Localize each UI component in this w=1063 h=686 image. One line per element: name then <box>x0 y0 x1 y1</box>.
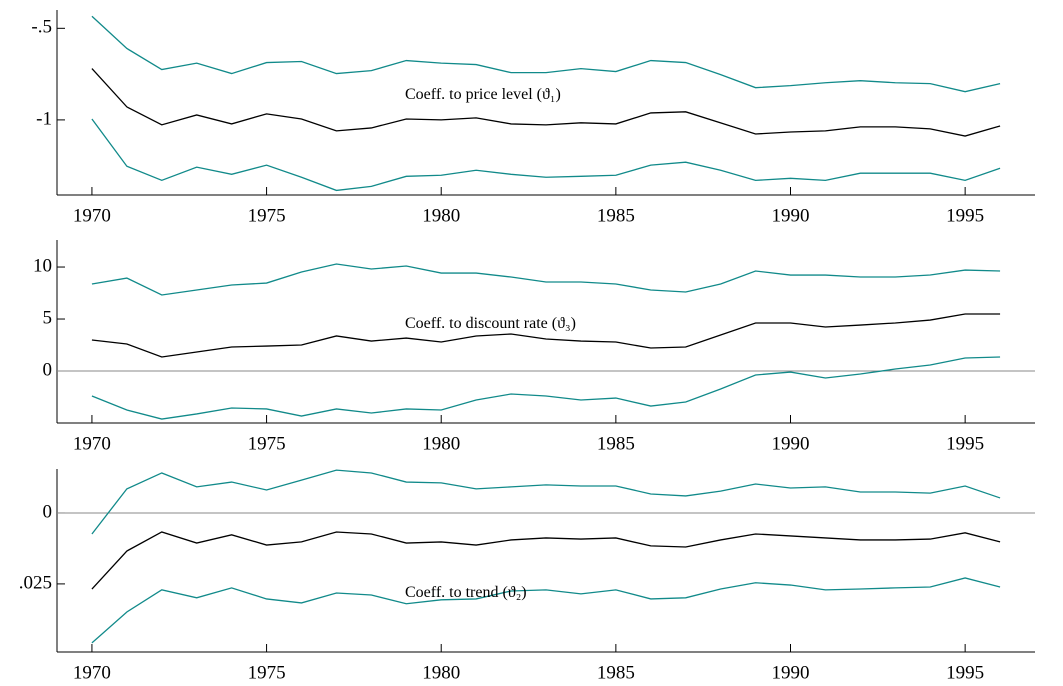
x-tick-label: 1995 <box>946 205 984 226</box>
x-tick-label: 1995 <box>946 662 984 683</box>
y-tick-label: 0 <box>43 501 53 522</box>
series-line <box>91 313 1001 358</box>
x-tick-label: 1995 <box>946 433 984 454</box>
y-tick-label: -1 <box>36 108 52 129</box>
x-tick-label: 1985 <box>597 205 635 226</box>
y-tick-label: 10 <box>33 255 52 276</box>
x-tick-label: 1990 <box>772 662 810 683</box>
series-line <box>91 263 1001 296</box>
y-tick-label: 5 <box>43 307 53 328</box>
series-line <box>91 15 1001 93</box>
y-tick-label: .025 <box>19 572 52 593</box>
annotation: Coeff. to discount rate (ϑ₃) <box>405 315 576 332</box>
series-line <box>91 118 1001 192</box>
x-tick-label: 1975 <box>248 433 286 454</box>
x-tick-label: 1990 <box>772 205 810 226</box>
y-tick-label: -.5 <box>31 17 52 38</box>
annotation: Coeff. to trend (ϑ₂) <box>405 584 527 601</box>
x-tick-label: 1975 <box>248 205 286 226</box>
x-tick-label: 1970 <box>73 205 111 226</box>
annotation: Coeff. to price level (ϑ₁) <box>405 86 561 103</box>
x-tick-label: 1980 <box>422 662 460 683</box>
x-tick-label: 1970 <box>73 662 111 683</box>
y-tick-label: 0 <box>43 359 53 380</box>
series-line <box>91 356 1001 420</box>
x-tick-label: 1985 <box>597 662 635 683</box>
x-tick-label: 1990 <box>772 433 810 454</box>
x-tick-label: 1980 <box>422 433 460 454</box>
series-line <box>91 577 1001 644</box>
series-line <box>91 531 1001 590</box>
series-line <box>91 68 1001 137</box>
x-tick-label: 1980 <box>422 205 460 226</box>
x-tick-label: 1985 <box>597 433 635 454</box>
series-line <box>91 469 1001 535</box>
x-tick-label: 1970 <box>73 433 111 454</box>
x-tick-label: 1975 <box>248 662 286 683</box>
